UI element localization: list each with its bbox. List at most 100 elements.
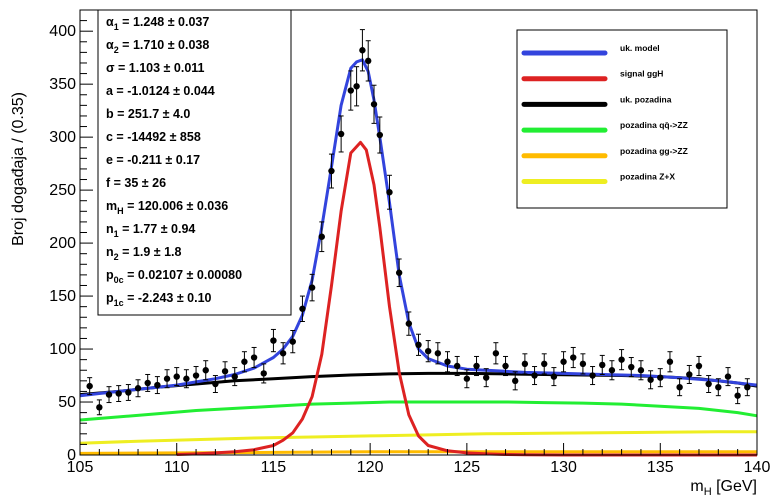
y-tick-label: 300 [49, 129, 76, 146]
data-point [512, 371, 519, 391]
data-point [134, 379, 142, 398]
data-point [144, 373, 151, 392]
data-point [376, 116, 384, 154]
legend-frame [516, 29, 728, 209]
fit-parameter: b = 251.7 ± 4.0 [106, 107, 190, 121]
legend-label: pozadina qq̄->ZZ [620, 120, 688, 130]
y-tick-label: 50 [58, 394, 76, 411]
y-tick-label: 100 [49, 341, 76, 358]
data-point [270, 328, 277, 353]
data-point [424, 340, 432, 363]
fit-parameter: p1c = -2.243 ± 0.10 [106, 291, 212, 308]
data-point [212, 375, 219, 393]
data-point [724, 367, 732, 387]
data-point [521, 353, 529, 375]
data-point [637, 360, 645, 381]
y-tick-label: 250 [49, 182, 76, 199]
data-point [550, 367, 558, 387]
legend-label: pozadina gg->ZZ [620, 146, 688, 156]
data-point [453, 355, 461, 377]
fit-parameter: α2 = 1.710 ± 0.038 [106, 38, 209, 55]
data-point [250, 346, 258, 369]
data-point [328, 153, 335, 189]
y-axis: 0 50 100 150 200 250 300 350 400 [49, 9, 93, 464]
fit-parameter: f = 35 ± 26 [106, 176, 166, 190]
data-point [192, 366, 200, 386]
legend-label: uk. model [620, 43, 660, 53]
data-point [608, 360, 616, 381]
y-axis-title: Broj događaja / (0.35) [10, 92, 27, 246]
data-point [444, 351, 451, 373]
data-point [647, 370, 654, 390]
x-tick-label: 135 [647, 459, 674, 476]
data-point [353, 66, 360, 107]
fit-parameter: σ = 1.103 ± 0.011 [106, 61, 205, 75]
data-point [308, 273, 316, 302]
data-point [337, 115, 345, 153]
data-point [531, 366, 538, 386]
fit-parameter: mH = 120.006 ± 0.036 [106, 199, 228, 216]
y-tick-label: 200 [49, 235, 76, 252]
data-point [105, 386, 113, 404]
data-point [676, 378, 683, 397]
data-point [715, 378, 722, 397]
data-point [502, 355, 509, 377]
data-point [370, 84, 378, 124]
data-point [202, 360, 209, 381]
data-point [96, 399, 103, 416]
legend: uk. model signal ggH uk. pozadina pozadina … [516, 29, 728, 209]
data-point [318, 221, 325, 253]
data-point [405, 311, 413, 336]
data-point [628, 357, 635, 378]
x-tick-label: 140 [744, 459, 771, 476]
data-point [231, 367, 238, 387]
data-point [618, 349, 625, 371]
data-point [541, 353, 548, 375]
series-line-pozadina-z-x [79, 430, 757, 445]
data-point [299, 295, 306, 322]
y-tick-label: 400 [49, 23, 76, 40]
data-point [666, 351, 674, 373]
data-point [483, 368, 490, 388]
data-point [463, 369, 471, 389]
data-point [115, 385, 122, 402]
fit-parameter: a = -1.0124 ± 0.044 [106, 84, 215, 98]
fit-parameter: c = -14492 ± 858 [106, 130, 201, 144]
data-point [599, 354, 606, 375]
legend-entry: uk. model [521, 43, 660, 56]
data-point [221, 361, 229, 382]
data-point [589, 366, 596, 386]
data-point [705, 375, 712, 393]
data-point [86, 377, 93, 396]
legend-entry: pozadina qq̄->ZZ [521, 120, 688, 133]
fit-box-frame [97, 9, 292, 316]
legend-entry: pozadina gg->ZZ [521, 146, 688, 159]
data-point [415, 333, 422, 356]
legend-label: uk. pozadina [620, 94, 672, 104]
y-tick-label: 150 [49, 288, 76, 305]
y-tick-label: 0 [67, 447, 76, 464]
y-tick-label: 350 [49, 76, 76, 93]
data-point [279, 342, 287, 365]
x-tick-label: 125 [454, 459, 481, 476]
data-point [395, 258, 403, 288]
legend-label: signal ggH [620, 69, 663, 79]
series-line-pozadina-qq-zz [79, 400, 758, 422]
data-point [183, 369, 190, 389]
fit-parameter: e = -0.211 ± 0.17 [106, 153, 200, 167]
data-point [695, 355, 703, 377]
data-point [365, 40, 372, 82]
data-point [473, 355, 480, 377]
data-point [434, 342, 442, 365]
x-tick-label: 120 [357, 459, 384, 476]
data-point [359, 29, 366, 72]
fit-parameters-box: α1 = 1.248 ± 0.037 α2 = 1.710 ± 0.038 σ = … [97, 9, 292, 316]
data-point [560, 351, 567, 373]
legend-entry: pozadina Z+X [521, 172, 675, 184]
data-point [492, 342, 500, 365]
y-axis-label: Broj događaja / (0.35) [10, 92, 27, 246]
fit-parameter: n2 = 1.9 ± 1.8 [106, 245, 182, 262]
data-point [657, 368, 664, 388]
legend-label: pozadina Z+X [620, 172, 675, 182]
